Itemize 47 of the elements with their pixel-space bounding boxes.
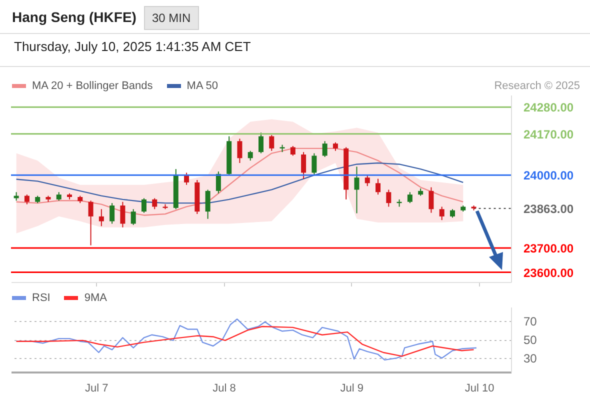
legend-label: 9MA — [83, 292, 107, 304]
candlestick — [439, 206, 444, 221]
y-tick-label: 24170.00 — [524, 127, 574, 142]
legend-label: MA 20 + Bollinger Bands — [31, 80, 153, 92]
candlestick — [130, 208, 136, 226]
text: 30 MIN — [144, 6, 199, 30]
y-tick-label: 24000.00 — [524, 168, 574, 183]
candlestick — [269, 134, 274, 152]
candlestick — [407, 192, 412, 204]
chart-subtitle: Thursday, July 10, 2025 1:41:35 AM CET — [14, 39, 251, 54]
x-tick-label: Jul 9 — [340, 382, 364, 394]
candlestick — [322, 140, 328, 158]
candlestick — [290, 146, 296, 156]
line-series — [16, 326, 474, 357]
x-tick-label: Jul 8 — [212, 382, 236, 394]
text: Research © 2025 — [494, 80, 580, 92]
candlestick — [205, 189, 210, 220]
candlestick — [386, 189, 392, 208]
y-tick-label: 23600.00 — [524, 266, 574, 280]
candlestick — [120, 201, 126, 228]
legend-label: RSI — [31, 292, 50, 304]
y-tick-label: 70 — [524, 314, 538, 328]
x-tick-label: Jul 7 — [84, 382, 108, 394]
legend-label: MA 50 — [186, 80, 218, 92]
y-tick-label: 24280.00 — [524, 100, 574, 115]
candlestick — [88, 200, 94, 246]
y-tick-label: 50 — [524, 333, 538, 347]
candlestick — [152, 198, 158, 210]
candlestick — [376, 178, 381, 196]
candlestick — [258, 132, 264, 154]
candlestick — [312, 152, 317, 176]
y-tick-label: 23863.00 — [524, 202, 574, 216]
candlestick — [110, 202, 115, 224]
candlestick — [24, 194, 30, 205]
candlestick — [237, 138, 242, 164]
x-tick-label: Jul 10 — [464, 382, 494, 394]
chart-title: Hang Seng (HKFE) — [12, 9, 136, 25]
candlestick — [428, 186, 434, 214]
y-tick-label: 30 — [524, 352, 538, 366]
candlestick — [301, 152, 306, 180]
candlestick — [354, 166, 360, 214]
y-tick-label: 23700.00 — [524, 242, 574, 256]
candlestick — [98, 208, 104, 227]
candlestick — [141, 198, 146, 214]
candlestick — [248, 150, 253, 162]
candlestick — [216, 171, 221, 194]
candlestick — [364, 174, 370, 187]
